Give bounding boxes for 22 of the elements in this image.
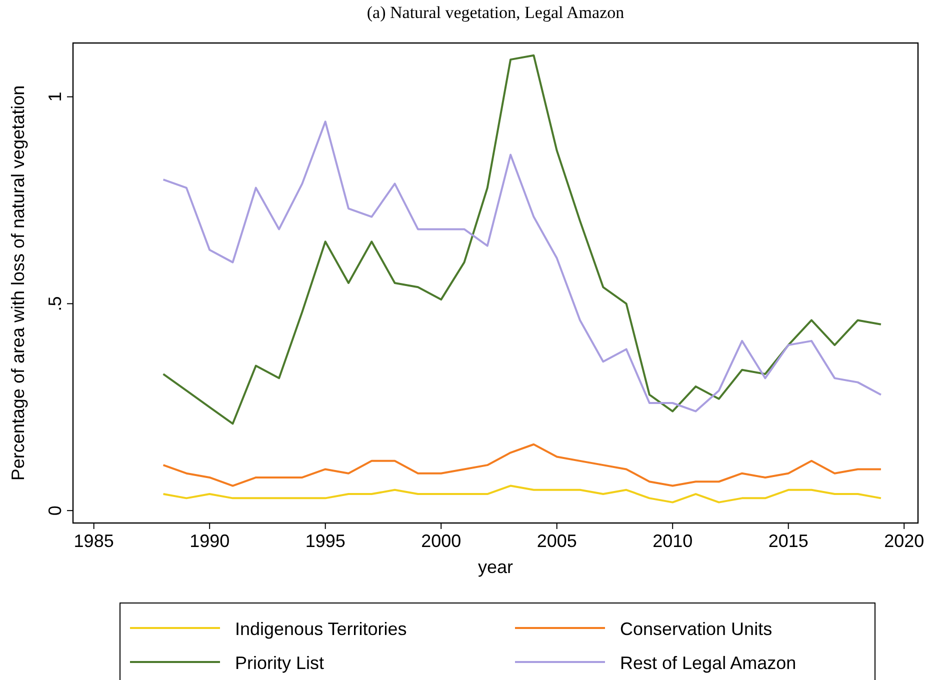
line-series [162,443,882,487]
y-tick-label: 1 [45,92,65,102]
x-tick-label: 2000 [421,531,462,551]
x-tick-label: 2010 [652,531,693,551]
chart-title: (a) Natural vegetation, Legal Amazon [366,3,625,22]
x-axis-title: year [478,557,514,577]
legend-label: Indigenous Territories [235,619,407,639]
x-tick-label: 1995 [305,531,346,551]
legend-label: Priority List [235,653,324,673]
x-tick-label: 1985 [74,531,114,551]
y-axis-title: Percentage of area with loss of natural vegetation [8,85,28,481]
line-series [162,54,882,425]
y-tick-label: 0 [45,506,65,516]
y-tick-label: .5 [45,296,65,312]
x-tick-label: 2020 [884,531,924,551]
x-tick-label: 1990 [190,531,230,551]
line-series [162,120,882,412]
x-tick-label: 2005 [536,531,577,551]
x-tick-label: 2015 [768,531,808,551]
legend-label: Conservation Units [620,619,772,639]
line-series [162,484,882,504]
legend-label: Rest of Legal Amazon [620,653,796,673]
